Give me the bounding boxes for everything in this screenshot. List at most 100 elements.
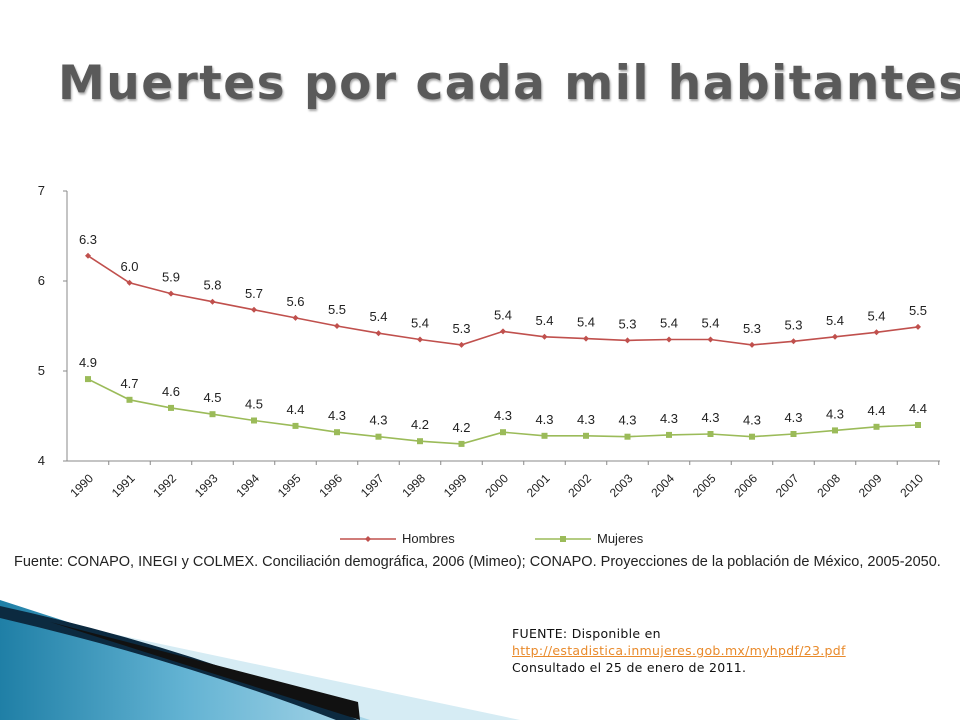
data-label-mujeres: 4.3 [743, 413, 761, 428]
data-point-mujeres [583, 432, 589, 439]
data-label-mujeres: 4.9 [79, 355, 97, 370]
data-label-mujeres: 4.3 [660, 411, 678, 426]
data-point-mujeres [832, 427, 838, 434]
data-point-mujeres [126, 396, 133, 403]
decor-dark-band [0, 606, 358, 720]
data-label-mujeres: 4.5 [245, 397, 263, 412]
data-label-hombres: 5.4 [494, 307, 512, 322]
data-label-mujeres: 4.7 [120, 376, 138, 391]
data-point-hombres [915, 323, 921, 330]
data-label-hombres: 5.4 [826, 313, 844, 328]
data-label-mujeres: 4.5 [203, 390, 221, 405]
data-label-hombres: 5.3 [743, 321, 761, 336]
data-label-hombres: 5.4 [577, 315, 595, 330]
data-label-mujeres: 4.3 [618, 413, 636, 428]
data-label-hombres: 5.3 [784, 317, 802, 332]
data-label-mujeres: 4.3 [784, 410, 802, 425]
data-point-hombres [209, 298, 216, 305]
data-label-hombres: 5.4 [701, 316, 719, 331]
data-point-mujeres [375, 433, 382, 440]
data-point-mujeres [458, 440, 465, 447]
y-tick-label: 4 [38, 453, 45, 468]
data-point-mujeres [749, 433, 755, 440]
data-point-mujeres [334, 429, 340, 436]
page-title: Muertes por cada mil habitantes [58, 56, 960, 111]
data-point-hombres [500, 328, 506, 335]
data-label-hombres: 6.0 [120, 259, 138, 274]
data-point-hombres [375, 330, 382, 337]
data-point-mujeres [915, 422, 921, 428]
data-label-mujeres: 4.3 [369, 413, 387, 428]
data-point-mujeres [251, 417, 257, 424]
data-point-hombres [666, 336, 672, 343]
data-label-hombres: 5.9 [162, 270, 180, 285]
data-point-hombres [749, 341, 755, 348]
data-point-hombres [168, 290, 174, 297]
legend-label-hombres: Hombres [402, 531, 455, 546]
data-point-hombres [334, 323, 340, 329]
data-point-hombres [790, 338, 797, 345]
data-label-hombres: 5.8 [203, 278, 221, 293]
data-point-mujeres [168, 404, 174, 411]
source-note-label: FUENTE: Disponible en [512, 626, 661, 641]
data-point-hombres [85, 252, 91, 259]
data-point-hombres [832, 333, 838, 340]
legend-label-mujeres: Mujeres [597, 531, 644, 546]
data-point-hombres [624, 337, 631, 344]
data-point-hombres [458, 341, 465, 348]
legend-marker [560, 536, 566, 542]
data-point-mujeres [873, 423, 880, 430]
data-point-mujeres [500, 429, 506, 436]
data-label-mujeres: 4.4 [286, 402, 304, 417]
y-tick-label: 6 [38, 273, 45, 288]
data-label-mujeres: 4.3 [577, 412, 595, 427]
data-label-mujeres: 4.4 [909, 401, 927, 416]
data-point-hombres [707, 336, 714, 343]
data-point-mujeres [417, 438, 423, 445]
data-point-hombres [251, 306, 257, 313]
data-label-hombres: 5.4 [535, 313, 553, 328]
data-point-mujeres [707, 431, 714, 437]
data-point-hombres [126, 279, 133, 286]
consulted-date: Consultado el 25 de enero de 2011. [512, 660, 747, 675]
legend-marker [365, 536, 371, 542]
data-label-mujeres: 4.3 [701, 410, 719, 425]
data-point-mujeres [292, 422, 299, 429]
data-label-hombres: 5.4 [411, 316, 429, 331]
data-label-mujeres: 4.2 [411, 417, 429, 432]
data-label-hombres: 5.7 [245, 286, 263, 301]
data-label-hombres: 5.5 [328, 302, 346, 317]
data-label-hombres: 5.4 [369, 309, 387, 324]
data-label-mujeres: 4.6 [162, 384, 180, 399]
data-point-mujeres [624, 433, 631, 440]
data-label-mujeres: 4.3 [535, 412, 553, 427]
data-label-mujeres: 4.3 [494, 408, 512, 423]
data-point-mujeres [541, 432, 548, 439]
data-label-mujeres: 4.2 [452, 420, 470, 435]
data-point-hombres [292, 314, 299, 321]
data-label-hombres: 5.4 [660, 316, 678, 331]
source-caption: Fuente: CONAPO, INEGI y COLMEX. Concilia… [14, 554, 941, 570]
data-point-hombres [541, 333, 548, 340]
y-tick-label: 5 [38, 363, 45, 378]
source-link[interactable]: http://estadistica.inmujeres.gob.mx/myhp… [512, 643, 846, 658]
data-point-mujeres [85, 376, 91, 383]
data-label-hombres: 5.3 [618, 316, 636, 331]
data-label-hombres: 5.4 [867, 308, 885, 323]
decor-black-stroke [50, 622, 360, 720]
data-label-hombres: 6.3 [79, 232, 97, 247]
data-point-mujeres [790, 431, 797, 437]
data-label-hombres: 5.5 [909, 303, 927, 318]
source-note: FUENTE: Disponible en http://estadistica… [512, 625, 846, 676]
data-point-mujeres [666, 431, 672, 438]
data-label-hombres: 5.6 [286, 294, 304, 309]
data-label-mujeres: 4.4 [867, 403, 885, 418]
data-label-mujeres: 4.3 [826, 406, 844, 421]
data-point-hombres [417, 336, 423, 343]
data-label-hombres: 5.3 [452, 321, 470, 336]
data-point-hombres [873, 329, 880, 336]
y-tick-label: 7 [38, 183, 45, 198]
data-point-hombres [583, 335, 589, 342]
